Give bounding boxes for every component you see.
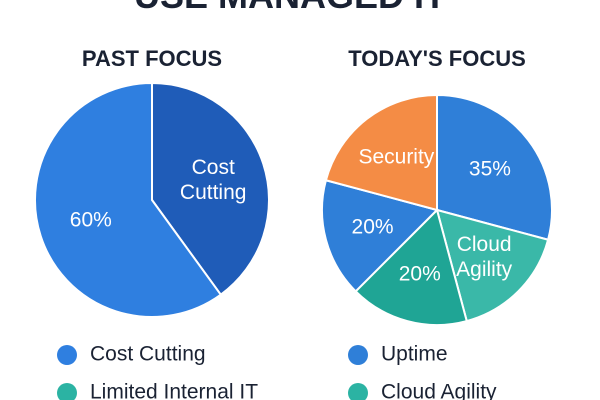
legend-swatch — [348, 345, 368, 365]
legend-swatch — [57, 345, 77, 365]
pie-slice — [436, 93, 553, 241]
legend-label: Limited Internal IT — [90, 381, 258, 400]
pie-slice — [324, 93, 438, 212]
value-label: 20% — [398, 262, 441, 286]
pie-slice — [354, 208, 468, 326]
pie-slice — [34, 81, 223, 318]
legend-swatch — [57, 383, 77, 400]
value-label: 20% — [351, 215, 394, 239]
value-label: 35% — [468, 157, 511, 181]
legend-swatch — [348, 383, 368, 400]
chart-subtitle: TODAY'S FOCUS — [348, 46, 526, 71]
slice-label: Cost Cutting — [179, 155, 247, 205]
legend-label: Uptime — [381, 343, 448, 366]
pie-slice — [321, 179, 439, 293]
legend-label: Cloud Agility — [381, 381, 497, 400]
slice-label: Cloud Agility — [456, 232, 513, 282]
value-label: 60% — [69, 208, 112, 232]
pie-slice — [151, 81, 270, 297]
chart-subtitle: PAST FOCUS — [82, 46, 222, 71]
heading: USE MANAGED IT — [134, 0, 446, 16]
slice-label: Security — [358, 145, 435, 169]
legend-label: Cost Cutting — [90, 343, 206, 366]
pie-slice — [435, 208, 550, 323]
